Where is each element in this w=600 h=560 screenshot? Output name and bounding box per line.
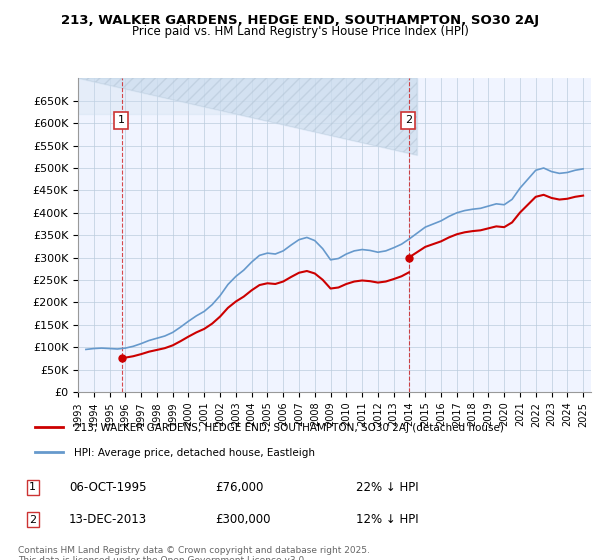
Text: 213, WALKER GARDENS, HEDGE END, SOUTHAMPTON, SO30 2AJ (detached house): 213, WALKER GARDENS, HEDGE END, SOUTHAMP…: [74, 423, 504, 433]
Polygon shape: [78, 78, 418, 155]
Text: 1: 1: [29, 482, 36, 492]
Text: HPI: Average price, detached house, Eastleigh: HPI: Average price, detached house, East…: [74, 448, 316, 458]
Text: 13-DEC-2013: 13-DEC-2013: [69, 513, 147, 526]
Text: 213, WALKER GARDENS, HEDGE END, SOUTHAMPTON, SO30 2AJ: 213, WALKER GARDENS, HEDGE END, SOUTHAMP…: [61, 14, 539, 27]
Text: Price paid vs. HM Land Registry's House Price Index (HPI): Price paid vs. HM Land Registry's House …: [131, 25, 469, 38]
Text: 06-OCT-1995: 06-OCT-1995: [69, 481, 146, 494]
Text: £76,000: £76,000: [215, 481, 264, 494]
Text: Contains HM Land Registry data © Crown copyright and database right 2025.
This d: Contains HM Land Registry data © Crown c…: [18, 546, 370, 560]
Polygon shape: [78, 78, 418, 155]
Text: 1: 1: [118, 115, 124, 125]
Text: 12% ↓ HPI: 12% ↓ HPI: [356, 513, 419, 526]
Text: 2: 2: [405, 115, 412, 125]
Text: £300,000: £300,000: [215, 513, 271, 526]
Text: 22% ↓ HPI: 22% ↓ HPI: [356, 481, 419, 494]
Text: 2: 2: [29, 515, 37, 525]
